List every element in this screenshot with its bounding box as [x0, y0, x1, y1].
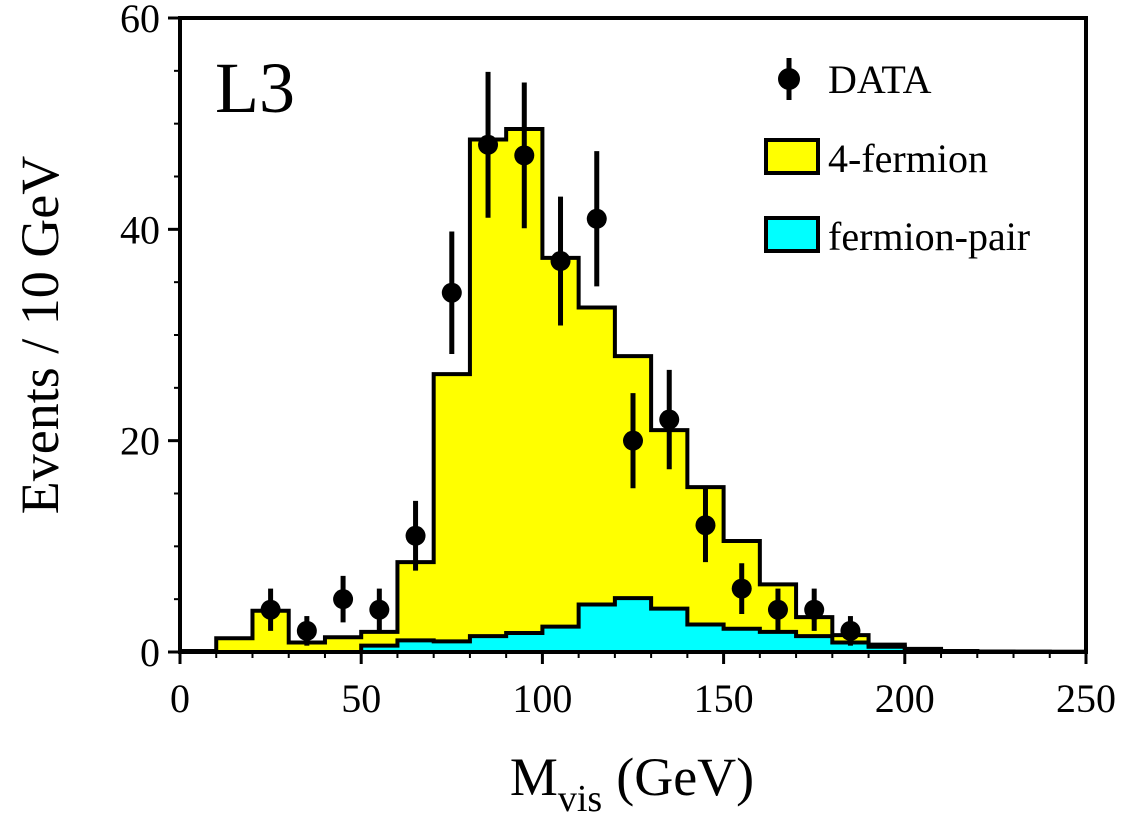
bar-fermion-pair-8 [469, 636, 507, 652]
data-marker [586, 208, 607, 229]
x-tick-label: 0 [170, 676, 190, 721]
bar-4-fermion-7 [433, 374, 470, 652]
x-tick-label: 100 [512, 676, 572, 721]
data-marker [767, 599, 788, 620]
bar-fermion-pair-16 [759, 631, 797, 652]
legend-label-data: DATA [828, 57, 932, 102]
bar-fermion-pair-11 [578, 604, 615, 652]
data-marker [695, 515, 716, 536]
data-marker [731, 578, 752, 599]
histogram-fills [180, 128, 1086, 652]
bar-4-fermion-1 [216, 638, 253, 652]
data-point [550, 196, 571, 326]
data-point [659, 369, 680, 470]
data-marker [514, 145, 535, 166]
bar-fermion-pair-9 [506, 632, 543, 652]
legend-swatch-4-fermion [764, 138, 820, 175]
data-point [333, 575, 354, 623]
bar-fermion-pair-15 [723, 628, 760, 652]
data-point [767, 588, 788, 631]
bar-4-fermion-8 [469, 139, 507, 652]
data-point [731, 563, 752, 614]
bar-fermion-pair-13 [651, 608, 688, 652]
bar-fermion-pair-17 [796, 636, 833, 652]
x-tick-label: 200 [875, 676, 935, 721]
bar-fermion-pair-10 [542, 626, 579, 652]
x-tick-label: 250 [1056, 676, 1116, 721]
data-marker [478, 134, 499, 155]
legend-marker-data [778, 58, 800, 100]
bar-fermion-pair-18 [832, 642, 869, 652]
tick-labels: 0 50 100 150 200 250 0 20 40 60 [120, 0, 1116, 721]
x-axis-unit: (GeV) [616, 747, 754, 807]
data-point [586, 151, 607, 287]
y-tick-label: 40 [120, 207, 160, 252]
x-axis-subscript: vis [558, 778, 602, 820]
legend-swatch-fermion-pair [764, 216, 820, 253]
data-marker [804, 599, 825, 620]
data-marker [550, 251, 571, 272]
bar-fermion-pair-5 [361, 645, 398, 652]
data-point [441, 231, 462, 355]
bar-4-fermion-6 [397, 562, 434, 652]
experiment-label: L3 [215, 48, 295, 128]
x-tick-label: 150 [694, 676, 754, 721]
data-point [369, 588, 390, 631]
data-point [296, 616, 317, 646]
x-tick-label: 50 [341, 676, 381, 721]
data-marker [333, 589, 354, 610]
data-marker [296, 620, 317, 641]
bar-fermion-pair-12 [614, 598, 652, 652]
bar-4-fermion-4 [324, 637, 362, 652]
data-points [260, 71, 861, 646]
bar-fermion-pair-14 [687, 624, 724, 652]
y-tick-label: 60 [120, 0, 160, 41]
bar-fermion-pair-7 [433, 641, 470, 652]
data-point [695, 488, 716, 563]
data-marker [840, 620, 861, 641]
data-marker [623, 430, 643, 451]
data-point [405, 500, 426, 571]
data-point [514, 82, 535, 229]
axis-ticks [168, 16, 1088, 664]
bar-fermion-pair-19 [868, 646, 905, 652]
data-marker [260, 599, 281, 620]
legend: DATA 4-fermion fermion-pair [764, 57, 1030, 259]
data-point [623, 393, 643, 489]
data-marker [405, 525, 426, 546]
legend-label-fermion-pair: fermion-pair [828, 214, 1030, 259]
data-point [804, 588, 825, 631]
x-axis-title: Mvis (GeV) [510, 747, 754, 820]
data-point [840, 616, 861, 646]
data-marker [659, 409, 680, 430]
y-tick-label: 20 [120, 419, 160, 464]
data-point [260, 588, 281, 631]
y-axis-title: Events / 10 GeV [10, 156, 70, 514]
bar-4-fermion-3 [288, 642, 325, 652]
y-tick-label: 0 [140, 630, 160, 675]
bar-4-fermion-11 [578, 307, 615, 652]
bar-fermion-pair-6 [397, 640, 434, 652]
legend-label-4-fermion: 4-fermion [828, 136, 988, 181]
x-axis-symbol: M [510, 747, 558, 807]
data-marker [441, 282, 462, 303]
data-marker [369, 599, 390, 620]
data-point [478, 71, 499, 218]
